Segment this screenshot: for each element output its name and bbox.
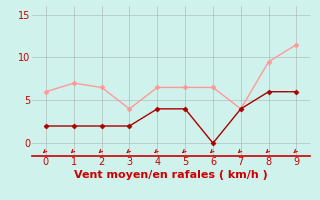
X-axis label: Vent moyen/en rafales ( km/h ): Vent moyen/en rafales ( km/h ) bbox=[74, 170, 268, 180]
